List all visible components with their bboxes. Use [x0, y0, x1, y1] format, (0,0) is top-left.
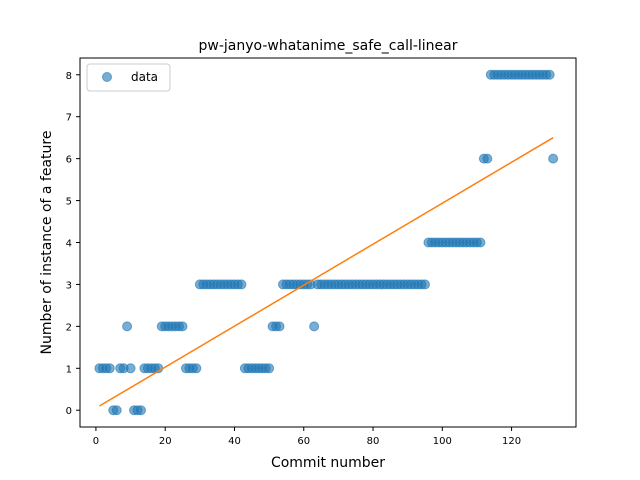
- data-point: [111, 405, 122, 416]
- data-point: [122, 321, 133, 332]
- x-tick-label: 0: [93, 436, 99, 447]
- y-tick-label: 8: [66, 71, 72, 82]
- x-tick-label: 60: [297, 436, 310, 447]
- data-point: [264, 363, 275, 374]
- y-tick-label: 4: [66, 239, 72, 250]
- y-tick-label: 5: [66, 197, 72, 208]
- data-point: [548, 153, 559, 164]
- y-tick-label: 7: [66, 113, 72, 124]
- x-tick-label: 100: [433, 436, 452, 447]
- x-tick-label: 20: [159, 436, 172, 447]
- chart-title: pw-janyo-whatanime_safe_call-linear: [199, 38, 458, 54]
- data-point: [544, 69, 555, 80]
- x-axis-label: Commit number: [271, 455, 385, 471]
- y-tick-label: 0: [66, 406, 72, 417]
- data-point: [475, 237, 486, 248]
- legend-marker-data: [102, 72, 112, 82]
- data-point: [482, 153, 493, 164]
- x-tick-label: 120: [502, 436, 521, 447]
- y-tick-label: 3: [66, 280, 72, 291]
- legend-label-data: data: [131, 70, 158, 84]
- y-tick-label: 1: [66, 364, 72, 375]
- data-point: [191, 363, 202, 374]
- y-axis: 0 1 2 3 4 5 6 7 8: [66, 71, 80, 417]
- fit-line: [99, 137, 554, 407]
- y-axis-label: Number of instance of a feature: [39, 131, 55, 355]
- x-tick-label: 80: [367, 436, 380, 447]
- legend: data: [86, 63, 171, 92]
- data-point: [135, 405, 146, 416]
- legend-box: [86, 63, 171, 92]
- data-point: [236, 279, 247, 290]
- data-point: [125, 363, 136, 374]
- data-point: [274, 321, 285, 332]
- y-tick-label: 2: [66, 322, 72, 333]
- x-axis: 0 20 40 60 80 100 120: [93, 427, 521, 447]
- y-tick-label: 6: [66, 155, 72, 166]
- data-point: [419, 279, 430, 290]
- data-point: [177, 321, 188, 332]
- x-tick-label: 40: [228, 436, 241, 447]
- data-point: [104, 363, 115, 374]
- plot-area: [94, 69, 559, 416]
- data-point: [309, 321, 320, 332]
